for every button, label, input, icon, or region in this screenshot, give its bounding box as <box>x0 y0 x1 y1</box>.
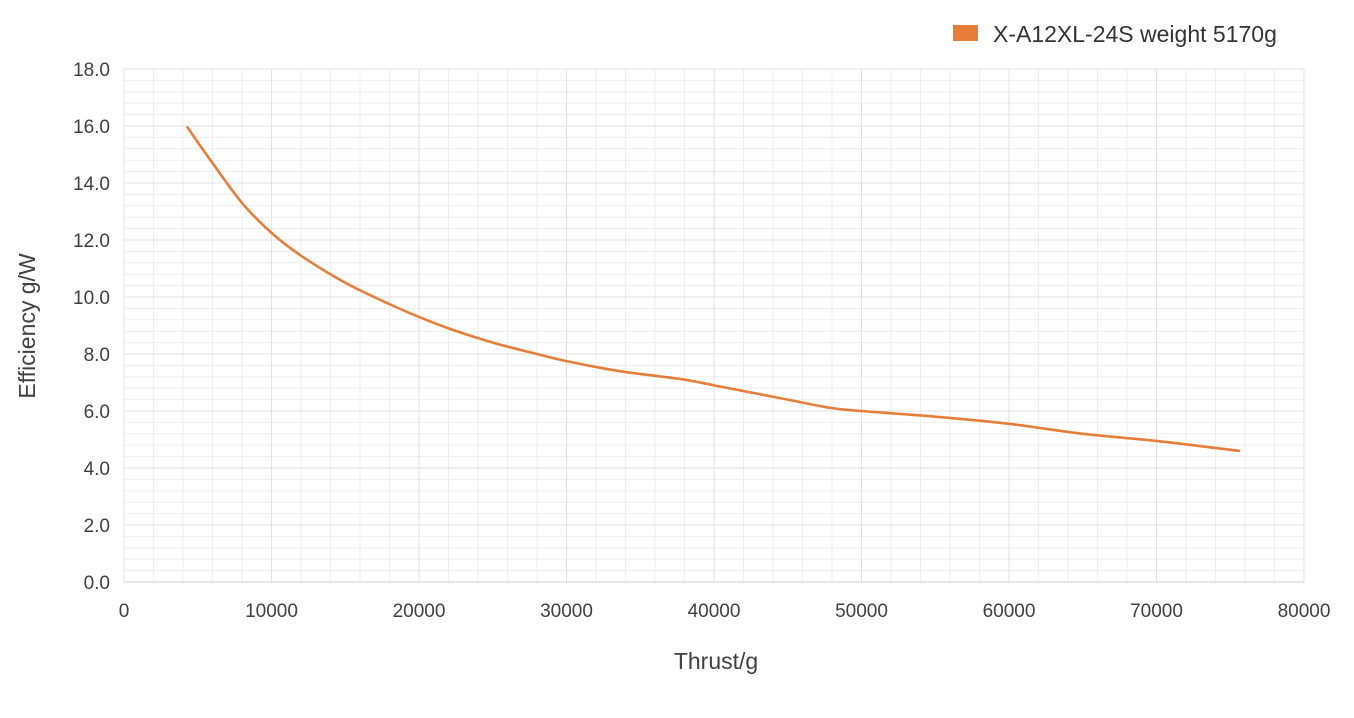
y-tick-label: 10.0 <box>73 288 110 309</box>
y-tick-label: 18.0 <box>73 60 110 81</box>
series-line <box>186 126 1241 453</box>
y-tick-label: 12.0 <box>73 231 110 252</box>
x-axis-title: Thrust/g <box>674 648 758 674</box>
legend-swatch <box>953 25 978 41</box>
x-tick-label: 20000 <box>393 601 446 622</box>
x-tick-label: 80000 <box>1278 601 1331 622</box>
x-tick-label: 10000 <box>245 601 298 622</box>
y-tick-label: 6.0 <box>84 402 110 423</box>
x-tick-label: 30000 <box>540 601 593 622</box>
y-tick-label: 14.0 <box>73 174 110 195</box>
x-axis-ticks: 0 10000 20000 30000 40000 50000 60000 70000 8000… <box>119 601 1331 622</box>
y-axis-ticks: 0.0 2.0 4.0 6.0 8.0 10.0 12.0 14.0 16.0 18.0 <box>73 60 110 594</box>
x-tick-label: 70000 <box>1130 601 1183 622</box>
legend: X-A12XL-24S weight 5170g <box>953 21 1277 47</box>
y-tick-label: 2.0 <box>84 516 110 537</box>
y-tick-label: 8.0 <box>84 345 110 366</box>
series-layer <box>186 126 1241 453</box>
x-tick-label: 50000 <box>835 601 888 622</box>
y-tick-label: 16.0 <box>73 117 110 138</box>
y-tick-label: 4.0 <box>84 459 110 480</box>
x-tick-label: 0 <box>119 601 130 622</box>
y-axis-title: Efficiency g/W <box>14 253 40 399</box>
x-tick-label: 60000 <box>983 601 1036 622</box>
y-tick-label: 0.0 <box>84 573 110 594</box>
legend-label: X-A12XL-24S weight 5170g <box>993 21 1277 47</box>
grid <box>123 68 1305 583</box>
x-tick-label: 40000 <box>688 601 741 622</box>
